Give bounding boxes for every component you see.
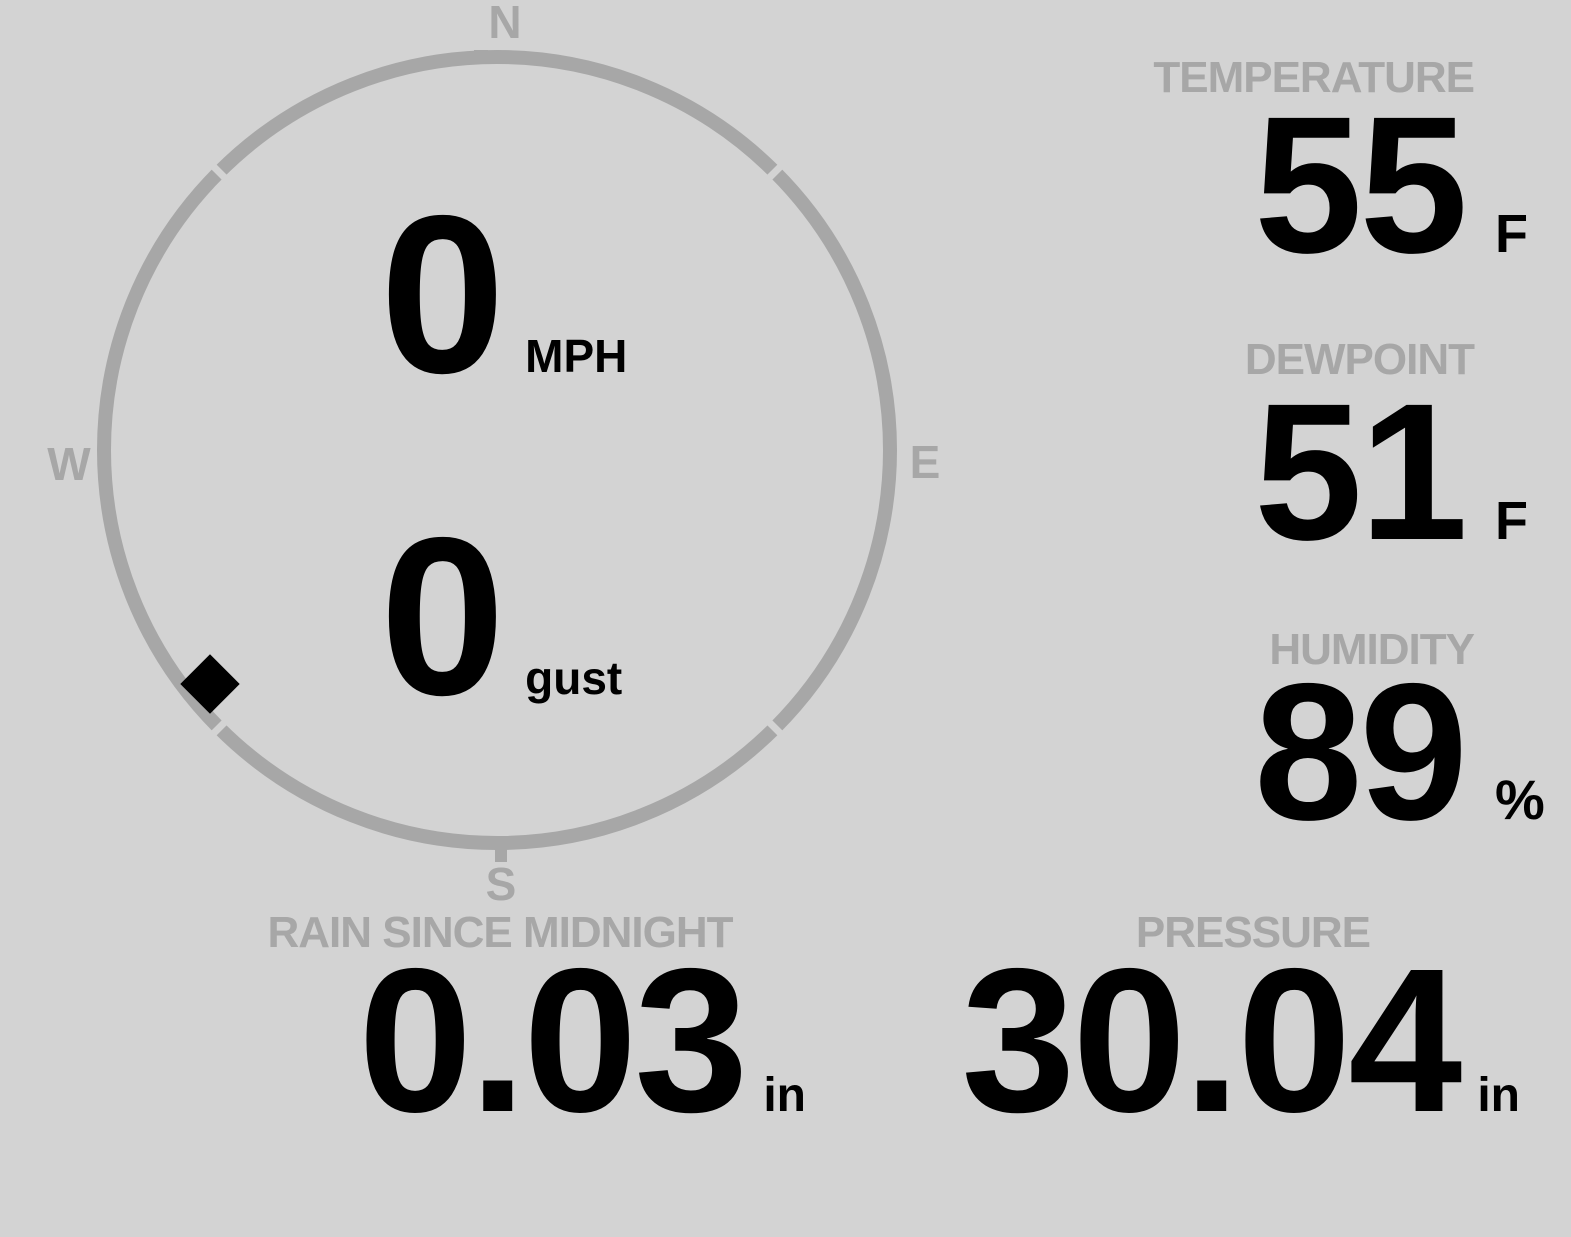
pressure-readout: 30.04 in — [961, 938, 1520, 1143]
temperature-unit: F — [1495, 204, 1528, 264]
wind-gust-readout: 0 gust — [380, 504, 622, 729]
compass-cardinal-south: S — [485, 858, 517, 910]
temperature-readout: 55 F — [1254, 88, 1553, 283]
compass-notch-nw — [206, 159, 232, 185]
compass-cardinal-east: E — [909, 436, 941, 488]
wind-gust-value: 0 — [380, 490, 505, 742]
dewpoint-label: DEWPOINT — [1244, 335, 1475, 384]
humidity-readout: 89 % — [1254, 655, 1553, 850]
dewpoint-unit: F — [1495, 491, 1528, 551]
dewpoint-value: 51 — [1254, 363, 1468, 581]
compass-tick-south — [495, 845, 507, 862]
dewpoint-readout: 51 F — [1254, 375, 1553, 570]
wind-gust-unit: gust — [525, 652, 623, 704]
wind-speed-value: 0 — [380, 168, 505, 420]
pressure-value: 30.04 — [961, 926, 1462, 1155]
rain-label: RAIN SINCE MIDNIGHT — [267, 908, 734, 957]
compass-cardinal-west: W — [47, 438, 91, 490]
pressure-unit: in — [1477, 1069, 1520, 1122]
rain-unit: in — [763, 1069, 806, 1122]
wind-speed-unit: MPH — [525, 330, 628, 382]
compass-notch-se — [762, 715, 788, 741]
humidity-label: HUMIDITY — [1269, 625, 1475, 674]
wind-compass-dial — [97, 50, 897, 862]
humidity-unit: % — [1495, 768, 1545, 831]
compass-cardinal-north: N — [488, 0, 522, 48]
wind-speed-readout: 0 MPH — [380, 182, 627, 407]
compass-tick-north — [474, 50, 488, 61]
temperature-value: 55 — [1254, 76, 1468, 294]
compass-notch-ne — [762, 159, 788, 185]
compass-circle — [97, 50, 897, 850]
humidity-value: 89 — [1254, 643, 1468, 861]
temperature-label: TEMPERATURE — [1153, 53, 1475, 102]
rain-readout: 0.03 in — [358, 938, 806, 1143]
pressure-label: PRESSURE — [1135, 908, 1371, 957]
rain-value: 0.03 — [358, 926, 748, 1155]
compass-notch-sw — [206, 715, 232, 741]
